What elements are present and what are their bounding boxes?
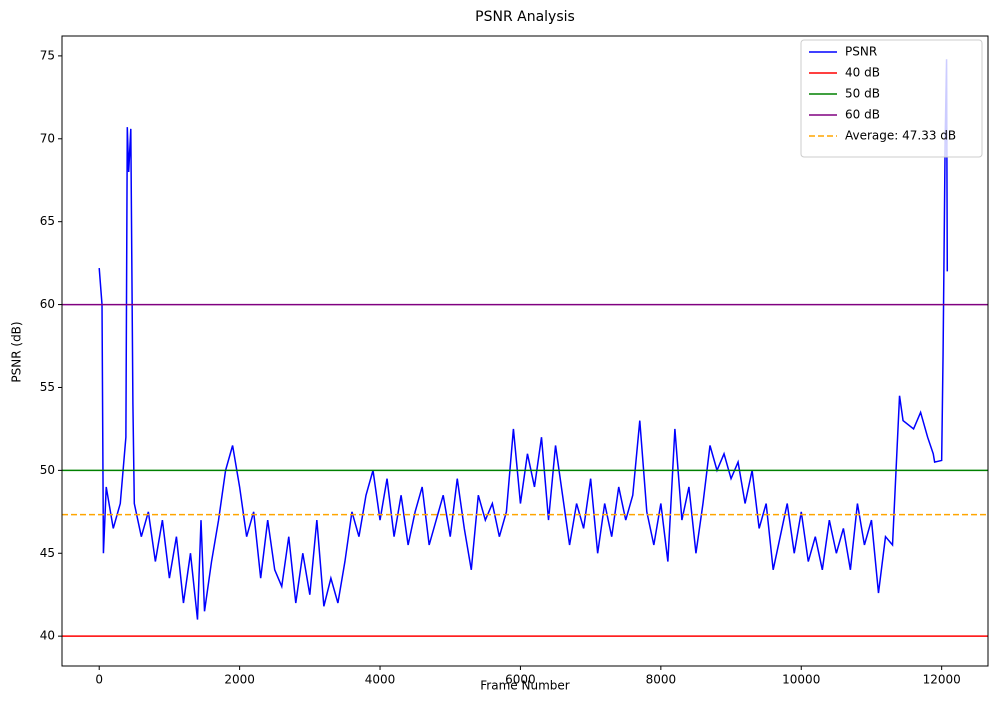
data-line	[98, 59, 949, 620]
x-tick-label: 10000	[782, 673, 820, 687]
y-tick-label: 75	[40, 48, 55, 62]
legend-label: 60 dB	[845, 108, 880, 122]
x-axis-label: Frame Number	[480, 679, 569, 693]
y-tick-label: 45	[40, 546, 55, 560]
legend-label: PSNR	[845, 45, 877, 59]
legend-label: Average: 47.33 dB	[845, 129, 956, 143]
y-tick-label: 40	[40, 629, 55, 643]
plot-frame	[61, 35, 989, 667]
chart-title: PSNR Analysis	[475, 9, 575, 25]
y-tick-label: 50	[40, 463, 55, 477]
legend-label: 50 dB	[845, 87, 880, 101]
x-tick-label: 4000	[365, 673, 396, 687]
y-tick-label: 60	[40, 297, 55, 311]
x-tick-label: 12000	[923, 673, 961, 687]
legend-box	[800, 39, 983, 158]
x-tick-label: 0	[95, 673, 103, 687]
y-tick-label: 70	[40, 131, 55, 145]
x-tick-label: 8000	[646, 673, 677, 687]
legend-label: 40 dB	[845, 66, 880, 80]
y-tick-label: 55	[40, 380, 55, 394]
y-tick-label: 65	[40, 214, 55, 228]
y-axis-label: PSNR (dB)	[10, 321, 24, 382]
x-tick-label: 2000	[224, 673, 255, 687]
x-tick-label: 6000	[505, 673, 536, 687]
